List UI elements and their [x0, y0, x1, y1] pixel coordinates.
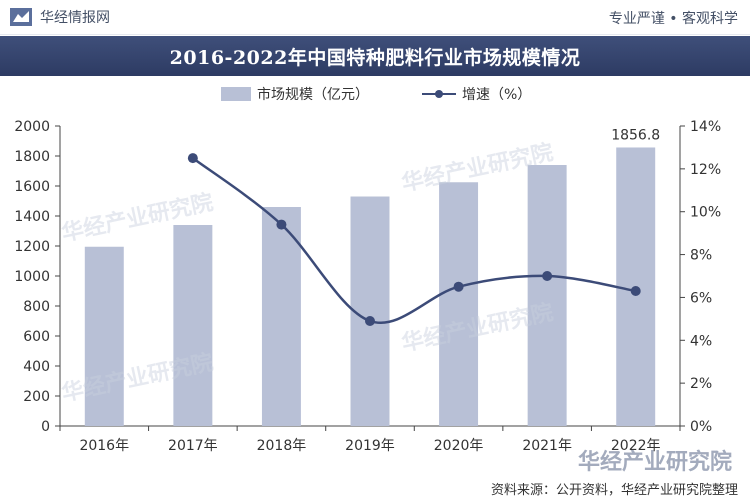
legend-bar-swatch: [221, 87, 251, 101]
bar-2019年: [350, 196, 390, 426]
logo-icon: [10, 8, 32, 26]
legend: 市场规模（亿元） 增速（%）: [221, 86, 531, 103]
bar-2018年: [261, 207, 301, 426]
growth-point: [276, 219, 287, 230]
x-tick-label: 2018年: [257, 438, 307, 454]
axes: 0 200 400 600 800 1000 1200 1400 1600 1800 2000 0% 2…: [14, 119, 721, 454]
bar-2016年: [84, 246, 124, 426]
bar-2021年: [527, 165, 567, 426]
y-right-tick-label: 8%: [690, 248, 712, 264]
top-bar: 华经情报网 专业严谨 • 客观科学: [0, 0, 750, 35]
line-series: [187, 153, 641, 326]
y-right-tick-label: 0%: [690, 419, 712, 435]
x-tick-label: 2021年: [522, 438, 572, 454]
y-left-tick-label: 600: [23, 329, 50, 345]
bar-2017年: [173, 225, 213, 426]
chart-svg: 市场规模（亿元） 增速（%） 0 200 400 600 800 1000 1200 1400 1…: [14, 86, 721, 454]
x-tick-label: 2020年: [434, 438, 484, 454]
legend-line-marker: [435, 90, 443, 98]
y-left-tick-label: 400: [23, 359, 50, 375]
y-left-tick-label: 1600: [14, 179, 50, 195]
y-left-tick-label: 200: [23, 389, 50, 405]
site-name: 华经情报网: [40, 10, 110, 26]
source-note: 资料来源：公开资料，华经产业研究院整理: [490, 483, 738, 498]
y-left-tick-label: 1800: [14, 149, 50, 165]
brand: 华经情报网: [10, 7, 110, 27]
data-labels: 1856.8: [611, 127, 660, 143]
growth-point: [187, 153, 198, 164]
growth-point: [542, 271, 553, 281]
y-right-tick-label: 12%: [690, 162, 721, 178]
y-left-tick-label: 2000: [14, 119, 50, 135]
y-left-tick-label: 800: [23, 299, 50, 315]
x-tick-label: 2019年: [345, 438, 395, 454]
tagline: 专业严谨 • 客观科学: [608, 11, 738, 27]
growth-line: [192, 157, 636, 324]
chart-title: 2016-2022年中国特种肥料行业市场规模情况: [169, 47, 581, 69]
y-left-tick-label: 0: [41, 419, 50, 435]
y-right-tick-label: 4%: [690, 333, 712, 349]
y-left-tick-label: 1400: [14, 209, 50, 225]
title-bar: 2016-2022年中国特种肥料行业市场规模情况: [0, 36, 750, 76]
x-tick-label: 2017年: [168, 438, 218, 454]
legend-line-label: 增速（%）: [462, 87, 531, 103]
y-right-tick-label: 10%: [690, 205, 721, 221]
bar-series: [84, 147, 656, 426]
x-tick-label: 2022年: [611, 438, 661, 454]
y-right-tick-label: 6%: [690, 290, 712, 306]
corner-watermark: 华经产业研究院: [577, 450, 732, 475]
y-left-tick-label: 1000: [14, 269, 50, 285]
y-left-tick-label: 1200: [14, 239, 50, 255]
growth-point: [365, 316, 375, 326]
y-right-tick-label: 14%: [690, 119, 721, 135]
growth-point: [630, 286, 641, 296]
growth-point: [453, 281, 464, 292]
data-label: 1856.8: [611, 127, 660, 143]
x-tick-label: 2016年: [79, 438, 129, 454]
bar-2020年: [439, 182, 479, 426]
legend-bar-label: 市场规模（亿元）: [257, 86, 369, 103]
y-right-tick-label: 2%: [690, 376, 712, 392]
